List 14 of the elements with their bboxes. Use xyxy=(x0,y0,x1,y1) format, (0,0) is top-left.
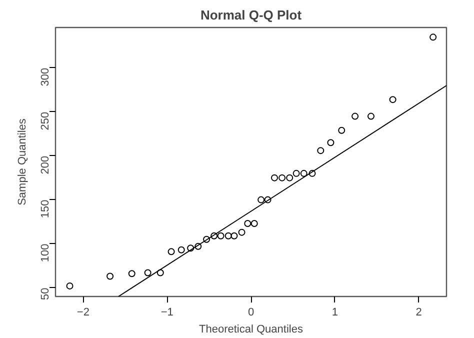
y-tick-label: 250 xyxy=(40,112,52,130)
y-tick-label: 200 xyxy=(40,156,52,174)
x-tick-label: 2 xyxy=(416,306,422,318)
x-tick-label: −2 xyxy=(76,306,90,318)
y-axis-title: Sample Quantiles xyxy=(16,118,28,206)
x-axis-title: Theoretical Quantiles xyxy=(199,324,304,336)
y-tick-label: 100 xyxy=(40,244,52,262)
y-tick-label: 50 xyxy=(40,288,52,300)
x-tick-label: 0 xyxy=(248,306,254,318)
x-tick-label: 1 xyxy=(332,306,338,318)
chart-title: Normal Q-Q Plot xyxy=(200,8,302,22)
y-tick-label: 150 xyxy=(40,200,52,218)
x-tick-label: −1 xyxy=(160,306,174,318)
y-tick-label: 300 xyxy=(40,68,52,86)
